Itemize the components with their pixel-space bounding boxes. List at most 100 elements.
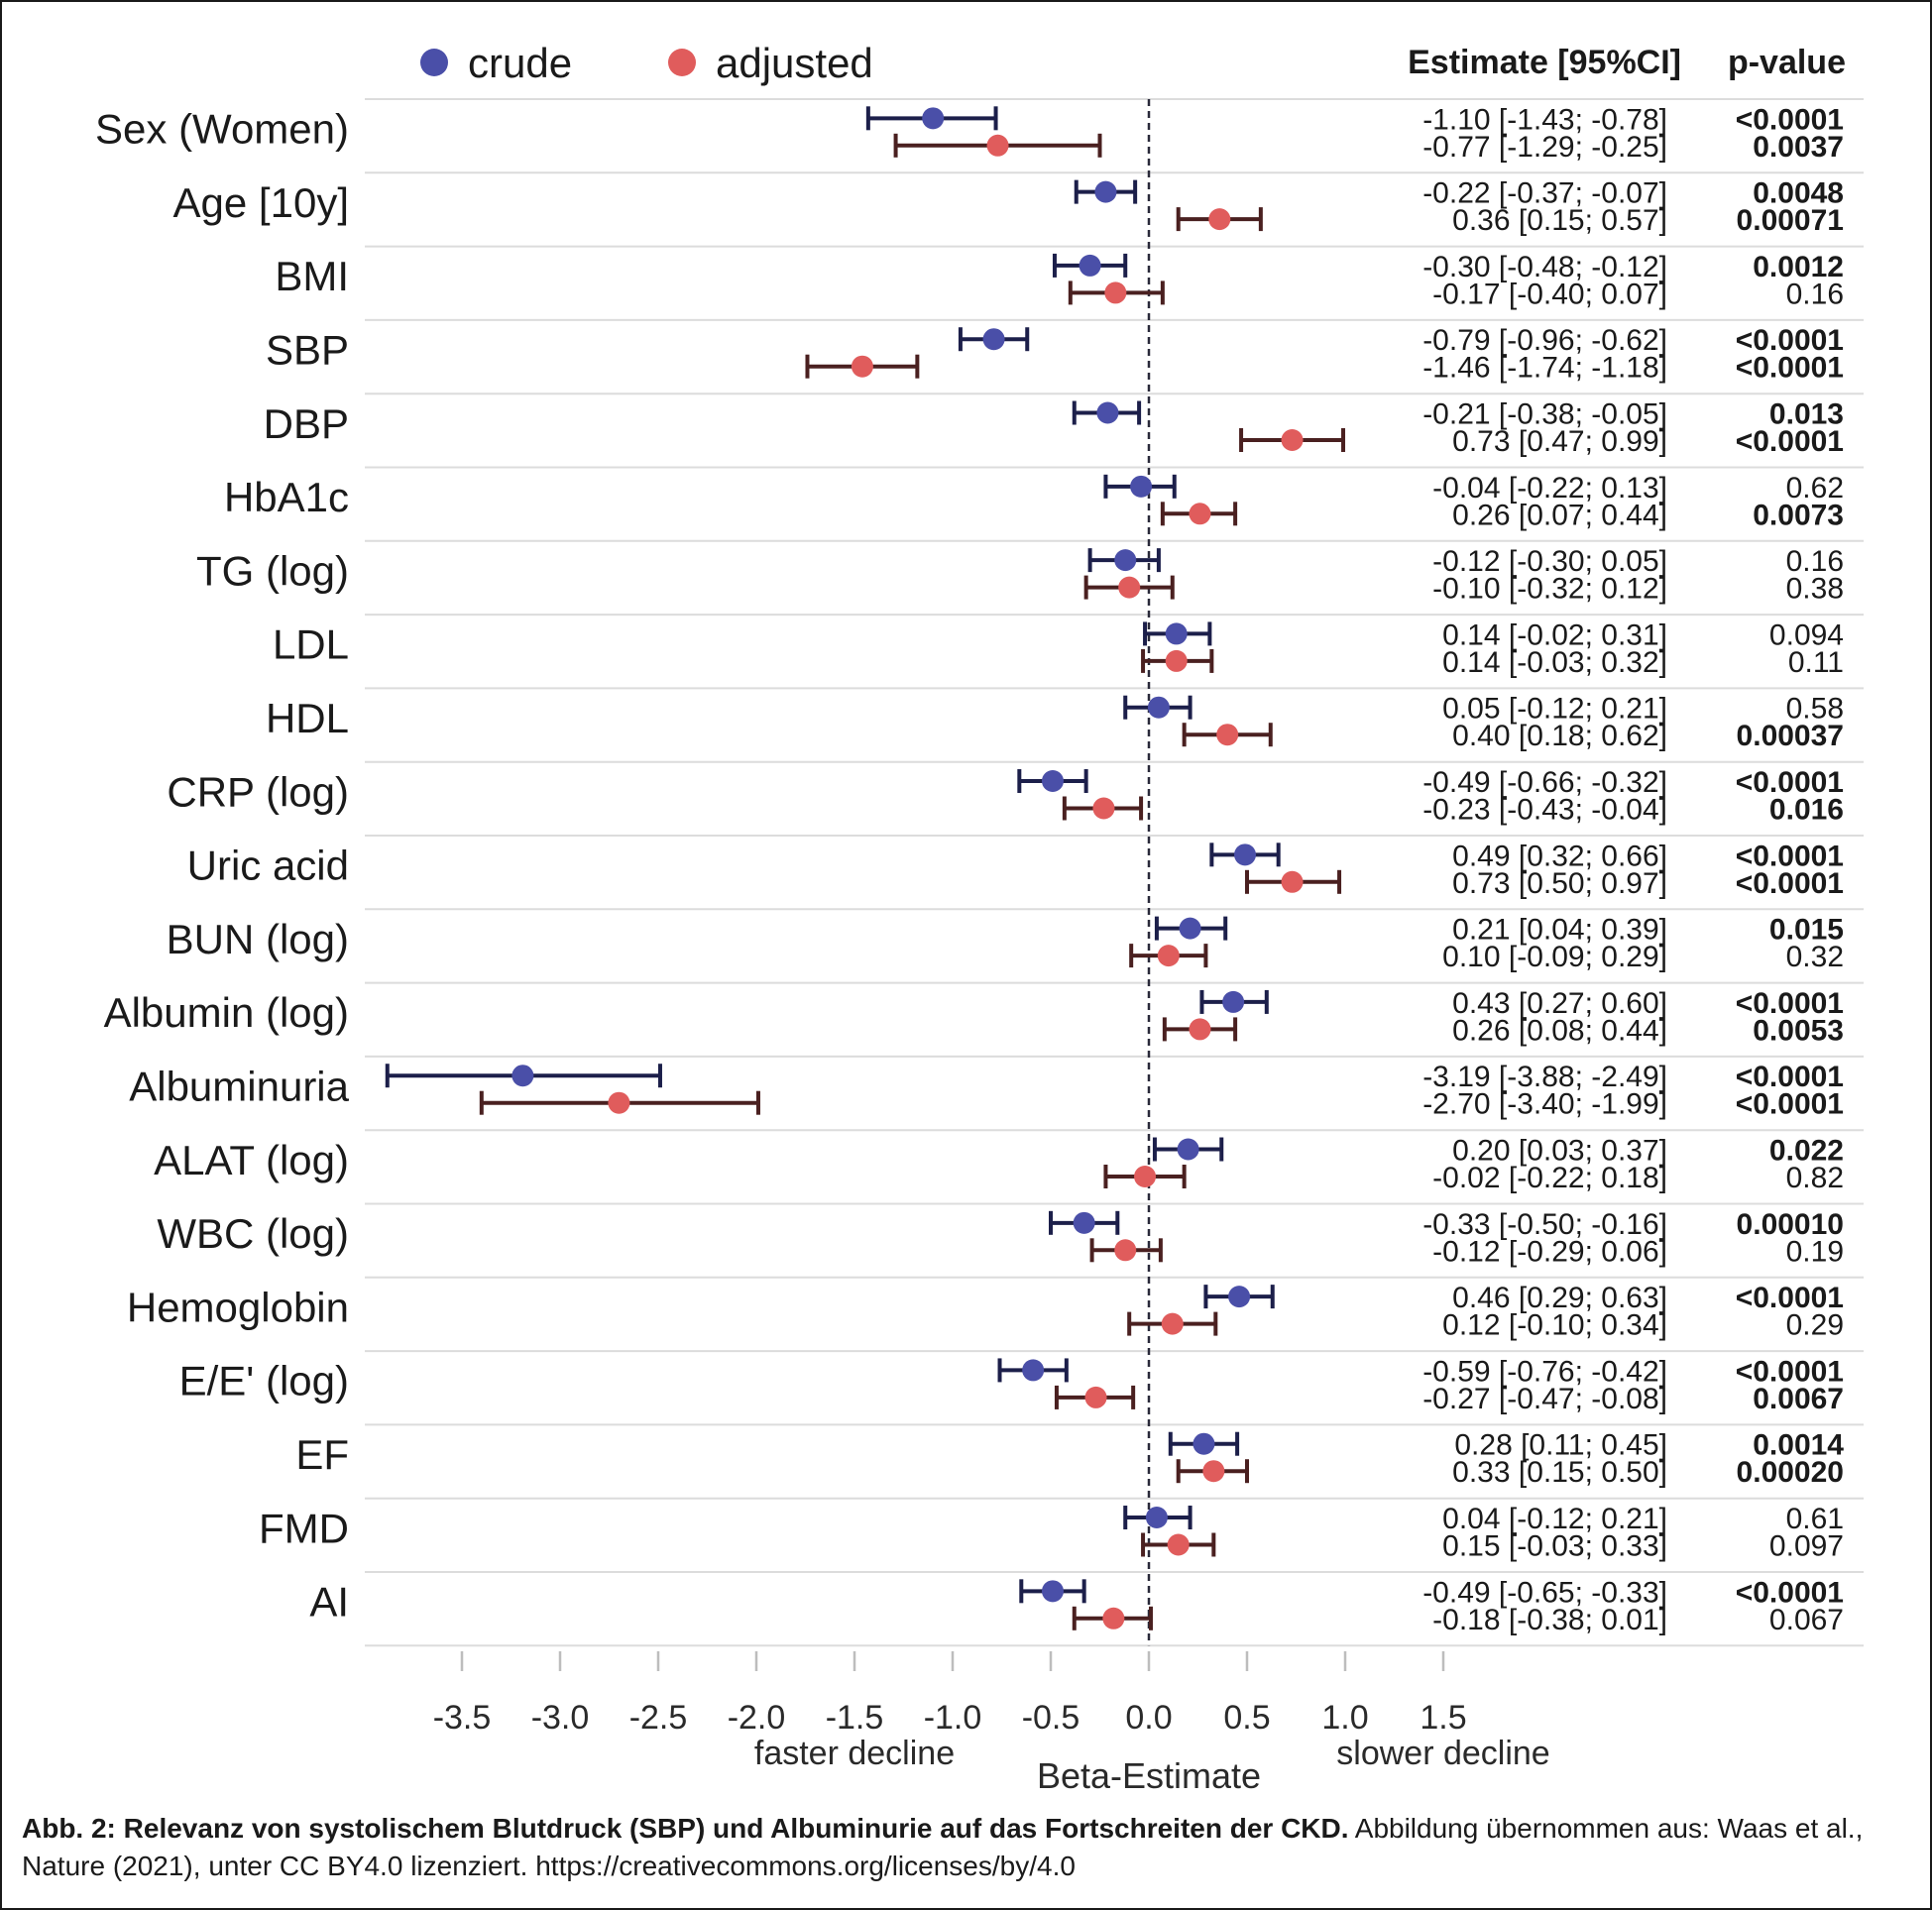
point-estimate-adjusted bbox=[608, 1091, 630, 1114]
x-axis-tick-label: 1.0 bbox=[1321, 1699, 1368, 1737]
pvalue-text-crude: 0.0014 bbox=[1753, 1429, 1844, 1462]
point-estimate-crude bbox=[1073, 1211, 1095, 1234]
point-estimate-crude bbox=[1022, 1359, 1045, 1382]
estimate-text-adjusted: 0.15 [-0.03; 0.33] bbox=[1442, 1530, 1667, 1563]
estimate-text-adjusted: 0.40 [0.18; 0.62] bbox=[1452, 720, 1667, 752]
x-axis-tick-label: 0.5 bbox=[1223, 1699, 1270, 1737]
estimate-text-crude: -0.33 [-0.50; -0.16] bbox=[1422, 1208, 1667, 1241]
estimate-text-adjusted: -0.77 [-1.29; -0.25] bbox=[1422, 131, 1667, 164]
point-estimate-crude bbox=[1165, 622, 1188, 645]
x-axis-tick-label: -3.0 bbox=[531, 1699, 590, 1737]
estimate-text-crude: 0.14 [-0.02; 0.31] bbox=[1442, 618, 1667, 651]
estimate-text-crude: 0.05 [-0.12; 0.21] bbox=[1442, 693, 1667, 726]
caption-text: Abbildung übernommen aus: Waas et al., N… bbox=[22, 1813, 1864, 1881]
pvalue-text-adjusted: 0.00037 bbox=[1737, 720, 1844, 752]
legend-label-adjusted: adjusted bbox=[716, 40, 873, 86]
estimate-text-adjusted: -2.70 [-3.40; -1.99] bbox=[1422, 1088, 1667, 1121]
row-label-dbp: DBP bbox=[264, 400, 349, 447]
estimate-text-adjusted: -0.10 [-0.32; 0.12] bbox=[1432, 573, 1667, 606]
pvalue-text-crude: <0.0001 bbox=[1736, 1282, 1844, 1314]
row-label-sbp: SBP bbox=[266, 326, 349, 373]
row-label-ldl: LDL bbox=[273, 621, 349, 668]
estimate-text-adjusted: 0.73 [0.47; 0.99] bbox=[1452, 425, 1667, 458]
estimate-text-adjusted: -0.27 [-0.47; -0.08] bbox=[1422, 1383, 1667, 1415]
pvalue-text-crude: <0.0001 bbox=[1736, 1061, 1844, 1093]
row-label-fmd: FMD bbox=[259, 1505, 349, 1551]
point-estimate-adjusted bbox=[1202, 1460, 1225, 1483]
pvalue-text-adjusted: 0.38 bbox=[1786, 573, 1844, 606]
point-estimate-crude bbox=[1147, 696, 1170, 719]
x-axis-annotation-right: slower decline bbox=[1336, 1735, 1549, 1772]
point-estimate-adjusted bbox=[1189, 1018, 1211, 1041]
pvalue-text-adjusted: 0.00020 bbox=[1737, 1456, 1844, 1489]
point-estimate-crude bbox=[1094, 180, 1117, 203]
pvalue-text-crude: <0.0001 bbox=[1736, 1355, 1844, 1388]
point-estimate-crude bbox=[922, 107, 945, 130]
x-axis-tick-label: -0.5 bbox=[1022, 1699, 1080, 1737]
pvalue-text-crude: 0.62 bbox=[1786, 472, 1844, 505]
row-label-uric-acid: Uric acid bbox=[187, 843, 349, 889]
x-axis-tick-label: -2.0 bbox=[728, 1699, 786, 1737]
point-estimate-adjusted bbox=[1102, 1607, 1125, 1629]
row-label-bmi: BMI bbox=[275, 253, 349, 299]
point-estimate-crude bbox=[511, 1065, 534, 1087]
x-axis-tick-label: -2.5 bbox=[629, 1699, 688, 1737]
point-estimate-adjusted bbox=[851, 355, 873, 378]
point-estimate-adjusted bbox=[1118, 576, 1141, 599]
pvalue-text-adjusted: <0.0001 bbox=[1736, 1088, 1844, 1121]
estimate-text-adjusted: -0.18 [-0.38; 0.01] bbox=[1432, 1604, 1667, 1636]
row-label-crp-log: CRP (log) bbox=[167, 768, 349, 815]
pvalue-text-crude: <0.0001 bbox=[1736, 987, 1844, 1020]
estimate-text-crude: -0.79 [-0.96; -0.62] bbox=[1422, 324, 1667, 357]
pvalue-text-crude: <0.0001 bbox=[1736, 103, 1844, 136]
point-estimate-crude bbox=[1145, 1507, 1168, 1529]
pvalue-text-crude: 0.00010 bbox=[1737, 1208, 1844, 1241]
pvalue-text-crude: <0.0001 bbox=[1736, 324, 1844, 357]
pvalue-column-header: p-value bbox=[1728, 44, 1846, 81]
row-label-albumin-log: Albumin (log) bbox=[104, 989, 349, 1036]
x-axis-tick-label: -3.5 bbox=[433, 1699, 492, 1737]
point-estimate-crude bbox=[1234, 843, 1257, 866]
pvalue-text-adjusted: 0.32 bbox=[1786, 941, 1844, 973]
pvalue-text-adjusted: 0.29 bbox=[1786, 1309, 1844, 1342]
estimate-text-crude: 0.28 [0.11; 0.45] bbox=[1454, 1429, 1667, 1462]
x-axis-tick-label: -1.0 bbox=[924, 1699, 982, 1737]
row-label-alat-log: ALAT (log) bbox=[154, 1137, 349, 1183]
point-estimate-adjusted bbox=[1208, 208, 1231, 231]
pvalue-text-crude: 0.58 bbox=[1786, 693, 1844, 726]
row-label-albuminuria: Albuminuria bbox=[129, 1063, 349, 1109]
pvalue-text-adjusted: 0.016 bbox=[1769, 794, 1844, 827]
estimate-text-crude: -1.10 [-1.43; -0.78] bbox=[1422, 103, 1667, 136]
point-estimate-crude bbox=[982, 328, 1005, 351]
point-estimate-adjusted bbox=[1092, 797, 1115, 820]
point-estimate-adjusted bbox=[1157, 945, 1180, 967]
point-estimate-adjusted bbox=[1167, 1533, 1190, 1556]
row-label-age-10y: Age [10y] bbox=[173, 179, 349, 226]
pvalue-text-adjusted: 0.0053 bbox=[1753, 1014, 1844, 1047]
estimate-text-crude: -0.12 [-0.30; 0.05] bbox=[1432, 545, 1667, 578]
pvalue-text-crude: 0.16 bbox=[1786, 545, 1844, 578]
estimate-text-adjusted: -0.17 [-0.40; 0.07] bbox=[1432, 278, 1667, 310]
row-label-hdl: HDL bbox=[266, 695, 349, 741]
pvalue-text-crude: 0.61 bbox=[1786, 1503, 1844, 1535]
estimate-text-adjusted: -0.02 [-0.22; 0.18] bbox=[1432, 1162, 1667, 1194]
estimate-text-crude: -0.21 [-0.38; -0.05] bbox=[1422, 398, 1667, 431]
estimate-text-adjusted: 0.33 [0.15; 0.50] bbox=[1452, 1456, 1667, 1489]
point-estimate-adjusted bbox=[1114, 1239, 1137, 1262]
estimate-text-crude: 0.43 [0.27; 0.60] bbox=[1452, 987, 1667, 1020]
row-label-ai: AI bbox=[309, 1579, 349, 1626]
estimate-text-adjusted: 0.12 [-0.10; 0.34] bbox=[1442, 1309, 1667, 1342]
pvalue-text-crude: <0.0001 bbox=[1736, 840, 1844, 872]
estimate-text-crude: 0.04 [-0.12; 0.21] bbox=[1442, 1503, 1667, 1535]
row-label-tg-log: TG (log) bbox=[196, 547, 349, 594]
point-estimate-adjusted bbox=[1281, 429, 1304, 452]
row-label-hemoglobin: Hemoglobin bbox=[127, 1284, 349, 1330]
estimate-text-crude: 0.46 [0.29; 0.63] bbox=[1452, 1282, 1667, 1314]
point-estimate-crude bbox=[1041, 1580, 1064, 1603]
legend-label-crude: crude bbox=[468, 40, 572, 86]
point-estimate-adjusted bbox=[986, 134, 1009, 157]
estimate-text-adjusted: 0.14 [-0.03; 0.32] bbox=[1442, 646, 1667, 679]
caption-title: Abb. 2: Relevanz von systolischem Blutdr… bbox=[22, 1813, 1349, 1844]
pvalue-text-adjusted: 0.16 bbox=[1786, 278, 1844, 310]
